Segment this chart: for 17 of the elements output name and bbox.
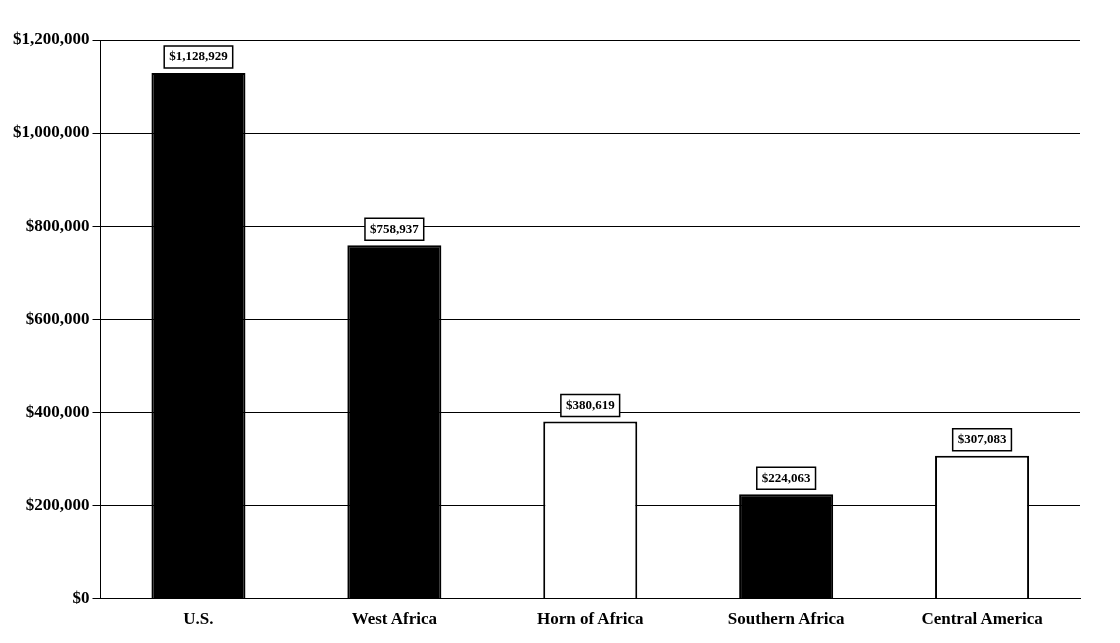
y-tick-label: $1,200,000: [13, 29, 90, 49]
data-label: $1,128,929: [169, 48, 229, 64]
x-tick-label: Horn of Africa: [536, 609, 645, 629]
data-label: $224,063: [761, 469, 812, 485]
x-tick-label: Southern Africa: [727, 609, 845, 629]
y-tick-label: $200,000: [25, 494, 90, 514]
x-tick-label: West Africa: [351, 609, 438, 629]
x-tick-label: U.S.: [183, 609, 214, 629]
data-label: $307,083: [957, 431, 1007, 447]
y-tick-label: $800,000: [25, 215, 90, 235]
data-label: $758,937: [369, 220, 420, 236]
x-tick-label: Central America: [921, 609, 1044, 629]
y-tick-label: $0: [72, 587, 90, 607]
data-label: $380,619: [565, 396, 616, 412]
y-tick-label: $1,000,000: [13, 122, 90, 142]
y-tick-label: $600,000: [25, 308, 90, 328]
y-tick-label: $400,000: [25, 401, 90, 421]
